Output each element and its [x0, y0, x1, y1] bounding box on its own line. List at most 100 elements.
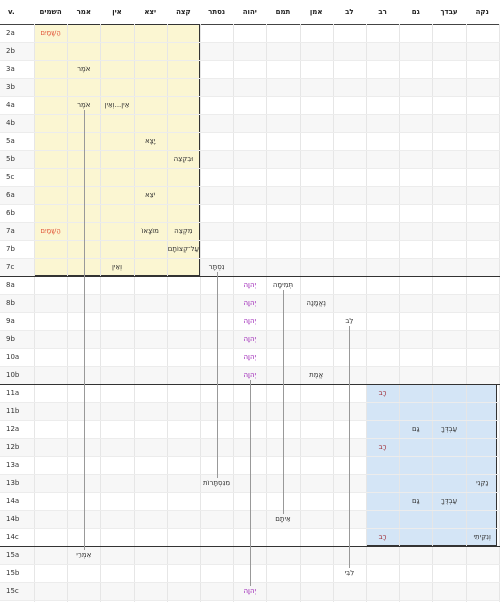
word-cell: מִקְצֵה — [174, 227, 193, 235]
column-header: עבדך — [440, 8, 458, 16]
grid-column-line — [100, 24, 102, 602]
word-cell: נִסְתָּר — [208, 263, 225, 271]
verse-label: 10b — [6, 371, 20, 379]
verse-label: 3a — [6, 65, 15, 73]
grid-row-line — [0, 258, 500, 259]
grid-row-line — [0, 78, 500, 79]
word-cell: נֶאֱמָנָה — [306, 299, 326, 307]
grid-row-line — [0, 240, 500, 241]
word-cell: רָב — [378, 389, 387, 397]
section-divider — [0, 276, 500, 277]
grid-column-line — [399, 24, 401, 602]
column-header: קצה — [176, 8, 191, 16]
connector-line — [349, 326, 351, 568]
connector-line — [216, 272, 218, 478]
word-cell: הַשָּׁמַיִם — [40, 227, 61, 235]
grid-row-line — [0, 204, 500, 205]
grid-column-line — [465, 24, 467, 602]
word-cell: אֱמֶת — [309, 371, 324, 379]
row-shade — [0, 366, 500, 384]
word-cell: יְהוָה — [243, 299, 257, 307]
grid-row-line — [0, 150, 500, 151]
connector-line — [283, 290, 284, 514]
connector-line — [83, 110, 85, 550]
grid-column-line — [266, 24, 268, 602]
grid-row-line — [0, 312, 500, 313]
verse-label: 4b — [6, 119, 15, 127]
word-cell: תְּמִימָה — [272, 281, 294, 289]
word-cell: רָב — [378, 533, 387, 541]
word-cell: וְנִקֵּיתִי — [473, 533, 491, 541]
column-header: אמר — [76, 8, 91, 16]
verse-label: 5b — [6, 155, 15, 163]
verse-label: 8b — [6, 299, 15, 307]
word-cell: מוֹצָאוֹ — [141, 227, 159, 235]
column-header: אין — [112, 8, 122, 16]
word-cell: יְהוָה — [243, 371, 257, 379]
row-shade — [0, 330, 500, 348]
verse-label: 15c — [6, 587, 19, 595]
column-header: אמן — [309, 8, 323, 16]
grid-column-line — [200, 24, 201, 602]
grid-column-line — [166, 24, 168, 602]
word-cell: יְהוָה — [243, 587, 257, 595]
verse-label: 12a — [6, 425, 20, 433]
word-cell: יְהוָה — [243, 335, 257, 343]
column-header: נסתר — [208, 8, 226, 16]
column-header: נקה — [475, 8, 489, 16]
verse-label: 6a — [6, 191, 15, 199]
verse-label: 13a — [6, 461, 20, 469]
header-divider — [0, 24, 500, 25]
column-header: רב — [378, 8, 387, 16]
word-cell: יָצָא — [144, 137, 156, 145]
column-header: השמים — [39, 8, 62, 16]
verse-label: 7a — [6, 227, 15, 235]
word-cell: עַל־קְצוֹתָם — [167, 245, 199, 253]
word-cell: אֹמֶר — [77, 101, 91, 109]
grid-row-line — [0, 132, 500, 133]
verse-label: 14a — [6, 497, 20, 505]
word-cell: עַבְדְּךָ — [440, 425, 458, 433]
grid-row-line — [0, 186, 500, 187]
highlight-box-verses-11-14 — [366, 384, 497, 546]
grid-row-line — [0, 294, 500, 295]
grid-row-line — [0, 114, 500, 115]
word-cell: אִמְרֵי — [76, 551, 92, 559]
verse-label: 7c — [6, 263, 15, 271]
word-cell: עַבְדֶּךָ — [440, 497, 458, 505]
word-cell: יֹצֵא — [144, 191, 156, 199]
column-header: גם — [411, 8, 420, 16]
grid-column-line — [366, 24, 367, 602]
row-shade — [0, 582, 500, 600]
word-cell: גַּם — [412, 497, 420, 505]
verse-label: 12b — [6, 443, 20, 451]
verse-label: 14b — [6, 515, 20, 523]
grid-column-line — [299, 24, 301, 602]
word-cell: אֵיתָם — [275, 515, 291, 523]
word-cell: לִבִּי — [344, 569, 355, 577]
word-cell: מִנִּסְתָּרוֹת — [203, 479, 231, 487]
verse-label: 15a — [6, 551, 20, 559]
verse-label: 15b — [6, 569, 20, 577]
word-cell: וּבִקְצֵה — [173, 155, 194, 163]
word-cell: לֵב — [345, 317, 354, 325]
word-cell: יְהוָה — [243, 317, 257, 325]
column-header: תמם — [275, 8, 291, 16]
grid-row-line — [0, 348, 500, 349]
verse-label: 3b — [6, 83, 15, 91]
column-header: יהוה — [242, 8, 257, 16]
verse-label: 9b — [6, 335, 15, 343]
word-cell: רָב — [378, 443, 387, 451]
verse-label: 10a — [6, 353, 20, 361]
grid-column-line — [233, 24, 235, 602]
verse-label: 2a — [6, 29, 15, 37]
verse-label: 6b — [6, 209, 15, 217]
verse-label: 11b — [6, 407, 20, 415]
verse-column-header: v. — [8, 8, 15, 16]
grid-column-line — [34, 24, 35, 602]
grid-row-line — [0, 168, 500, 169]
verse-label: 14c — [6, 533, 19, 541]
verse-label: 2b — [6, 47, 15, 55]
word-cell: גַּם — [412, 425, 420, 433]
verse-label: 8a — [6, 281, 15, 289]
